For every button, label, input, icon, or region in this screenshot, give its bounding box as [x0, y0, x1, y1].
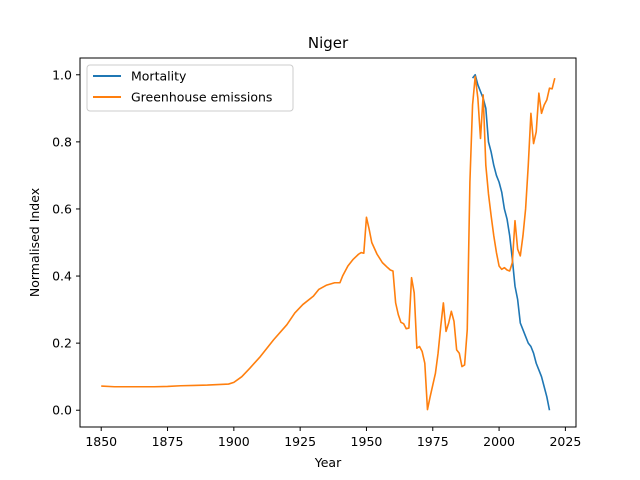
y-tick-label: 0.6 [52, 201, 72, 216]
series-line-mortality [471, 73, 551, 411]
y-tick-label: 1.0 [52, 67, 72, 82]
chart-title: Niger [308, 34, 349, 52]
y-tick-label: 0.2 [52, 336, 72, 351]
y-axis-ticks: 0.0 0.2 0.4 0.6 0.8 1.0 [52, 67, 80, 418]
legend: Mortality Greenhouse emissions [86, 64, 294, 112]
y-tick-label: 0.4 [52, 269, 72, 284]
y-axis-label: Normalised Index [27, 188, 42, 297]
plot-frame [79, 57, 577, 428]
x-tick-label: 1975 [417, 434, 449, 449]
x-tick-label: 1950 [351, 434, 383, 449]
y-tick-label: 0.0 [52, 403, 72, 418]
legend-label-mortality: Mortality [131, 69, 187, 84]
x-axis-ticks: 1850 1875 1900 1925 1950 1975 2000 2025 [85, 427, 581, 449]
plot-lines [101, 73, 556, 411]
x-tick-label: 1875 [152, 434, 184, 449]
x-tick-label: 1900 [218, 434, 250, 449]
x-tick-label: 2000 [483, 434, 515, 449]
x-tick-label: 1925 [284, 434, 316, 449]
y-tick-label: 0.8 [52, 134, 72, 149]
x-tick-label: 1850 [85, 434, 117, 449]
series-line-greenhouse-emissions [101, 75, 556, 411]
x-tick-label: 2025 [549, 434, 581, 449]
legend-box [86, 64, 294, 112]
legend-label-greenhouse-emissions: Greenhouse emissions [131, 90, 272, 105]
x-axis-label: Year [314, 455, 342, 470]
